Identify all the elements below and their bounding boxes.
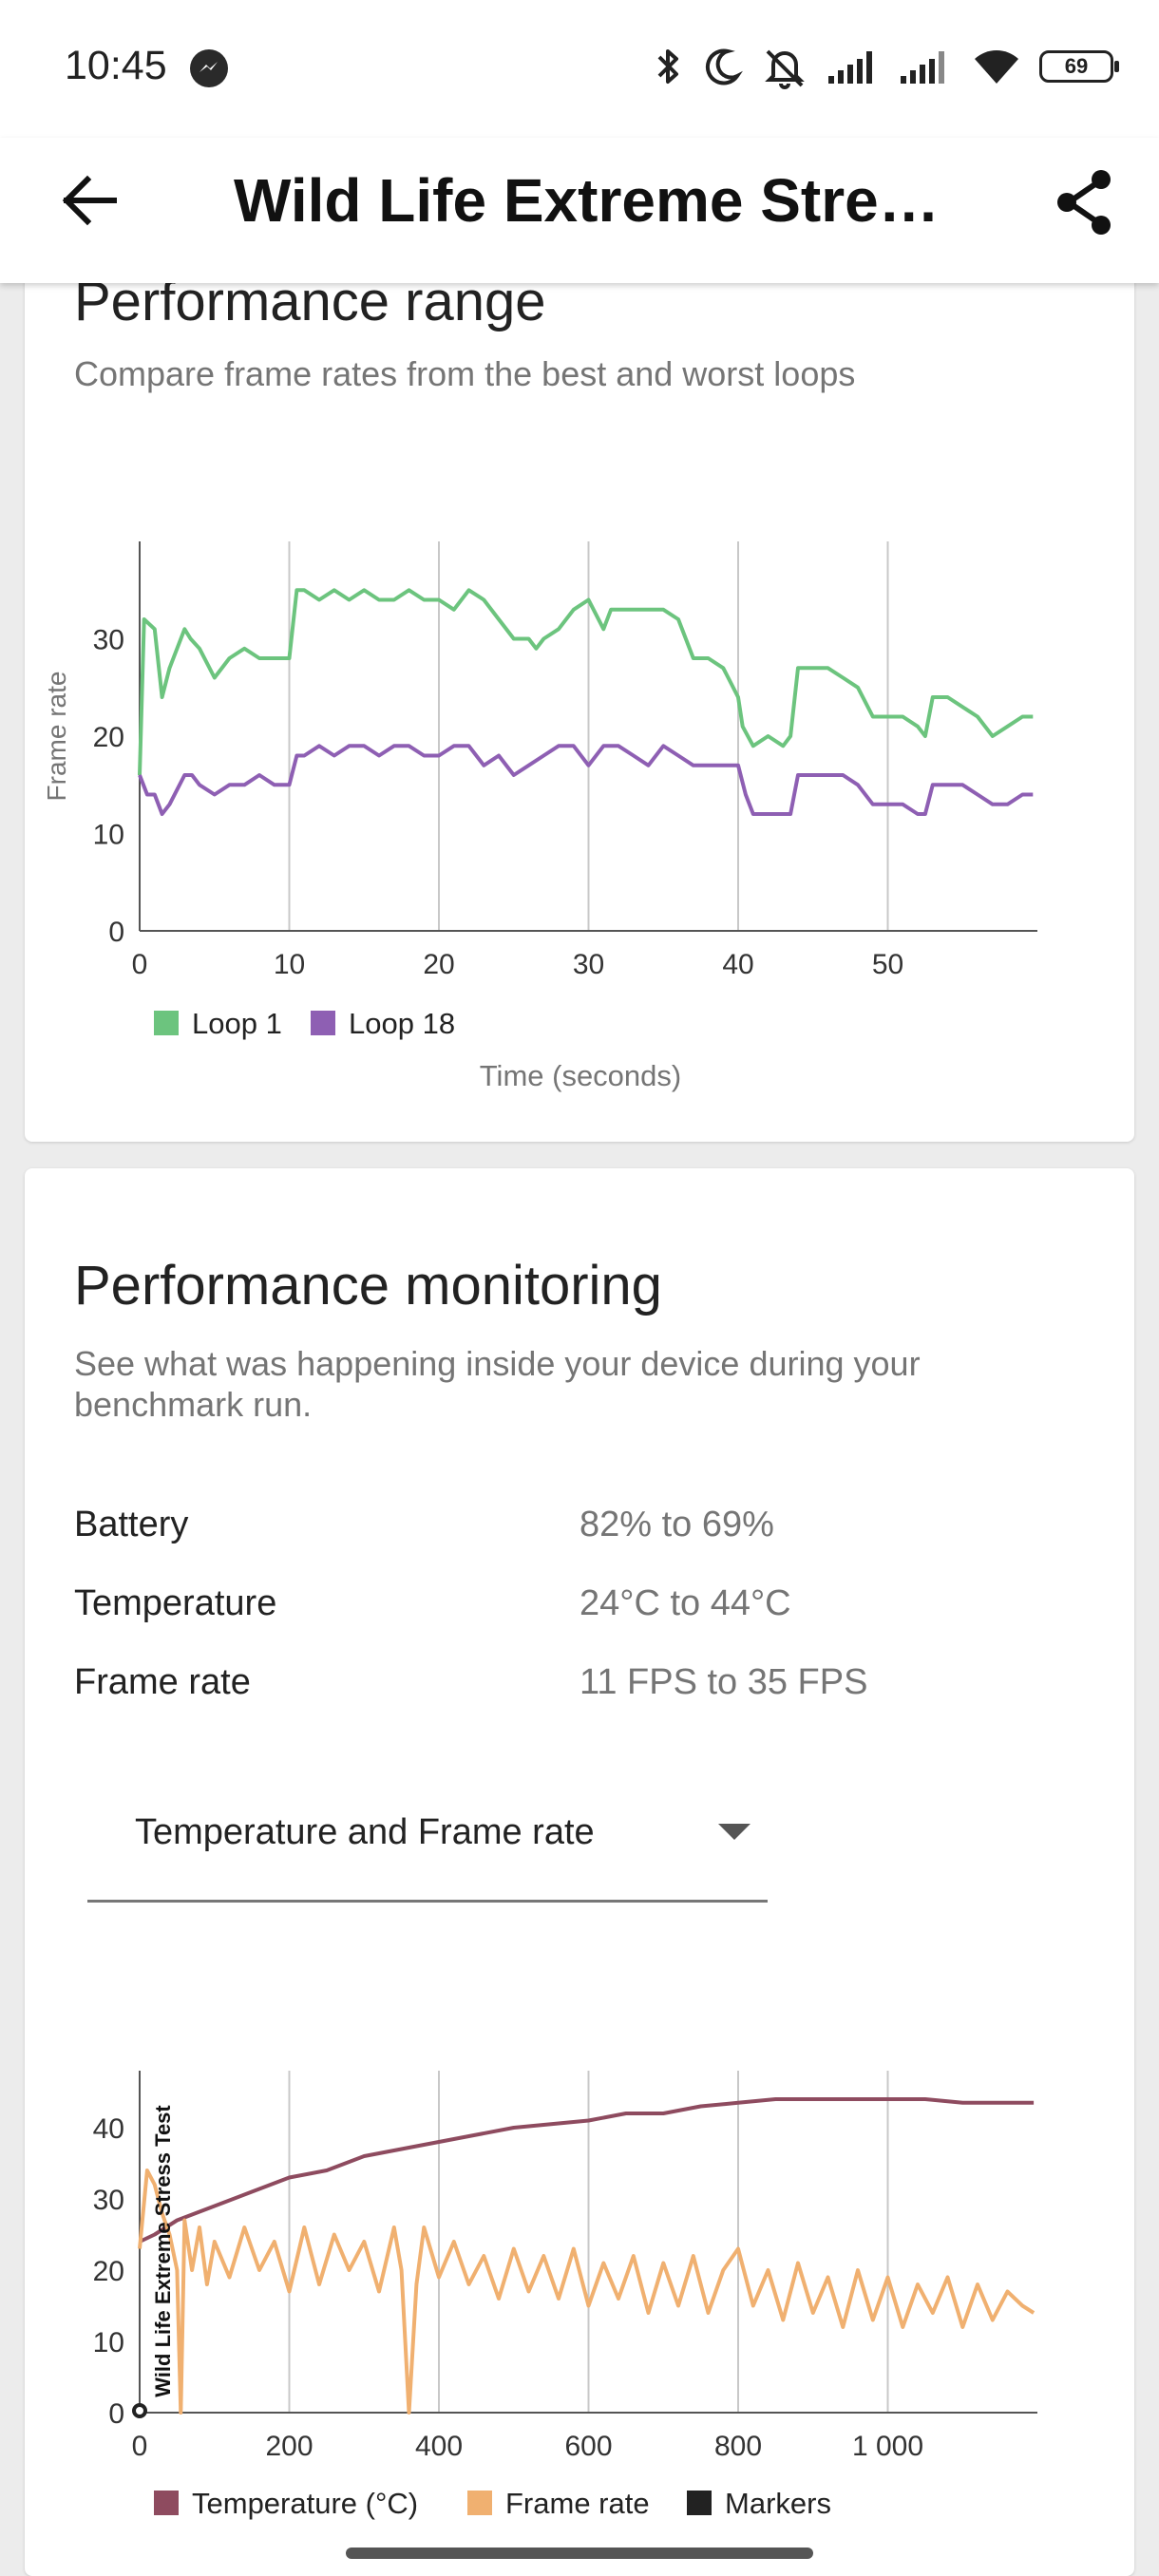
performance-range-subtitle: Compare frame rates from the best and wo… xyxy=(74,354,856,393)
x-axis-label: Time (seconds) xyxy=(480,1059,681,1092)
arrow-back-icon xyxy=(62,175,117,226)
x-tick-label: 0 xyxy=(132,949,148,980)
dropdown-selected-label: Temperature and Frame rate xyxy=(135,1812,595,1852)
y-tick-label: 20 xyxy=(93,722,124,753)
stat-frame-rate-value: 11 FPS to 35 FPS xyxy=(580,1662,868,1702)
series-line-1 xyxy=(139,2097,1035,2244)
battery-indicator: 69 xyxy=(1039,50,1119,83)
temperature-frame-rate-chart: 0 200 400 600 800 1 000 0 10 20 30 40 Wild Life Ext… xyxy=(93,2071,1037,2520)
y-tick-label: 10 xyxy=(93,820,124,851)
performance-monitoring-card: Performance monitoring See what was happ… xyxy=(25,1168,1134,2576)
share-icon xyxy=(1057,170,1111,235)
bluetooth-icon xyxy=(657,49,678,84)
x-tick-label: 0 xyxy=(132,2431,148,2462)
y-tick-label: 30 xyxy=(93,625,124,656)
x-tick-label: 800 xyxy=(714,2431,762,2462)
legend-label: Markers xyxy=(725,2487,831,2520)
gesture-nav-bar[interactable] xyxy=(346,2548,813,2559)
status-bar: 10:45 69 xyxy=(0,0,1159,138)
x-tick-label: 600 xyxy=(564,2431,612,2462)
back-button[interactable] xyxy=(53,164,125,237)
series-line-2 xyxy=(138,2169,1036,2415)
signal-icon xyxy=(828,51,872,84)
y-tick-label: 40 xyxy=(93,2113,124,2145)
x-tick-label: 1 000 xyxy=(852,2431,923,2462)
chevron-down-icon xyxy=(718,1824,750,1840)
frame-rate-loop-chart: 0 10 20 30 40 50 0 10 20 30 Frame rate Loop 1 Loop 1… xyxy=(42,541,1037,1092)
x-tick-label: 10 xyxy=(274,949,305,980)
x-tick-label: 20 xyxy=(423,949,454,980)
messenger-icon xyxy=(190,49,228,87)
legend-swatch xyxy=(687,2491,712,2515)
marker-point xyxy=(132,2403,147,2418)
legend-label: Loop 18 xyxy=(349,1007,455,1040)
legend-label: Frame rate xyxy=(505,2487,650,2520)
page-title: Wild Life Extreme Stress Test xyxy=(234,166,956,235)
stat-temperature-label: Temperature xyxy=(74,1583,277,1623)
x-tick-label: 400 xyxy=(415,2431,463,2462)
stat-frame-rate-label: Frame rate xyxy=(74,1662,251,1702)
legend-swatch xyxy=(467,2491,492,2515)
chart-type-dropdown[interactable]: Temperature and Frame rate xyxy=(87,1805,768,1903)
marker-annotation: Wild Life Extreme Stress Test xyxy=(151,2105,175,2397)
status-icons: 69 xyxy=(652,42,1119,91)
y-tick-label: 10 xyxy=(93,2327,124,2358)
series-line-1 xyxy=(138,588,1034,776)
share-button[interactable] xyxy=(1050,166,1122,238)
series-line-2 xyxy=(138,744,1034,816)
bell-off-icon xyxy=(765,49,805,89)
status-time: 10:45 xyxy=(65,43,167,88)
x-tick-label: 200 xyxy=(265,2431,313,2462)
performance-range-card: Performance range Compare frame rates fr… xyxy=(25,237,1134,1142)
performance-monitoring-subtitle-line1: See what was happening inside your devic… xyxy=(74,1344,921,1383)
y-tick-label: 20 xyxy=(93,2256,124,2287)
legend-label: Temperature (°C) xyxy=(192,2487,418,2520)
stat-temperature-value: 24°C to 44°C xyxy=(580,1583,791,1623)
legend-swatch xyxy=(154,1011,179,1035)
y-tick-label: 0 xyxy=(108,917,124,948)
x-tick-label: 40 xyxy=(722,949,753,980)
performance-monitoring-subtitle-line2: benchmark run. xyxy=(74,1385,313,1424)
legend-swatch xyxy=(154,2491,179,2515)
legend-swatch xyxy=(311,1011,335,1035)
stat-battery-value: 82% to 69% xyxy=(580,1505,774,1544)
signal-icon xyxy=(901,51,944,84)
stat-battery-label: Battery xyxy=(74,1505,189,1544)
y-tick-label: 0 xyxy=(108,2398,124,2430)
performance-monitoring-title: Performance monitoring xyxy=(74,1255,662,1316)
y-axis-label: Frame rate xyxy=(42,672,71,802)
y-tick-label: 30 xyxy=(93,2185,124,2216)
x-tick-label: 30 xyxy=(573,949,604,980)
wifi-icon xyxy=(975,50,1018,84)
app-bar: Wild Life Extreme Stress Test xyxy=(0,138,1159,283)
legend-label: Loop 1 xyxy=(192,1007,282,1040)
moon-icon xyxy=(705,48,743,85)
x-tick-label: 50 xyxy=(872,949,903,980)
